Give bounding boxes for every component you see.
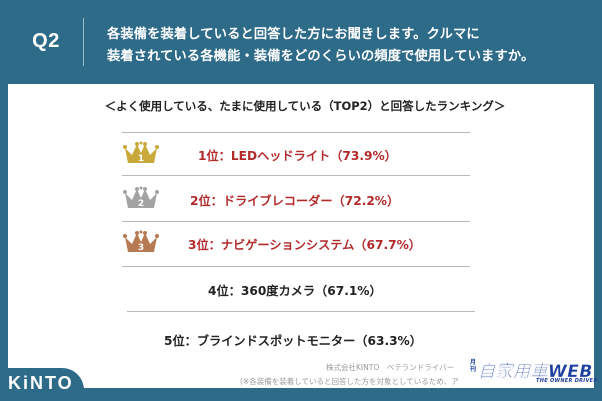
ranking-item-5: 5位：ブラインドスポットモニター（63.3%） [164,334,422,348]
question-number: Q2 [32,30,60,52]
watermark-logo: 月刊 自家用車WEB THE OWNER DRIVER [470,357,597,387]
source-note: (※各装備を装着していると回答した方を対象としているため、ア [240,377,459,386]
kinto-logo: KiNTO [8,373,74,393]
ranking-subtitle: ＜よく使用している、たまに使用している（TOP2）と回答したランキング＞ [104,99,506,113]
svg-text:2: 2 [138,199,144,209]
divider [122,132,470,133]
ranking-item-4: 4位：360度カメラ（67.1%） [208,284,382,298]
svg-text:3: 3 [138,243,144,253]
ranking-item-2: 2位：ドライブレコーダー（72.2%） [190,194,400,208]
silver-crown-icon: 2 [122,186,160,210]
watermark-subtitle: THE OWNER DRIVER [536,378,598,384]
content-panel [8,84,594,388]
bronze-crown-icon: 3 [122,230,160,254]
gold-crown-icon: 1 [122,141,160,165]
divider [127,311,475,312]
ranking-item-3: 3位：ナビゲーションシステム（67.7%） [188,238,421,252]
question-text: 各装備を装着していると回答した方にお聞きします。クルマに 装着されている各機能・… [107,24,534,68]
divider [122,175,470,176]
source-credit: 株式会社KINTO ベテランドライバー [326,363,455,372]
watermark-title: 自家用車WEB [478,362,593,382]
divider [122,221,470,222]
brand-tab [0,368,84,401]
question-header: Q2 各装備を装着していると回答した方にお聞きします。クルマに 装着されている各… [0,0,602,84]
question-line-2: 装着されている各機能・装備をどのくらいの頻度で使用していますか。 [107,49,535,64]
header-divider [83,18,84,66]
svg-text:1: 1 [138,154,144,164]
watermark-prefix: 月刊 [470,359,477,373]
divider [122,266,470,267]
ranking-item-1: 1位：LEDヘッドライト（73.9%） [198,149,397,163]
question-line-1: 各装備を装着していると回答した方にお聞きします。クルマに [107,27,480,42]
